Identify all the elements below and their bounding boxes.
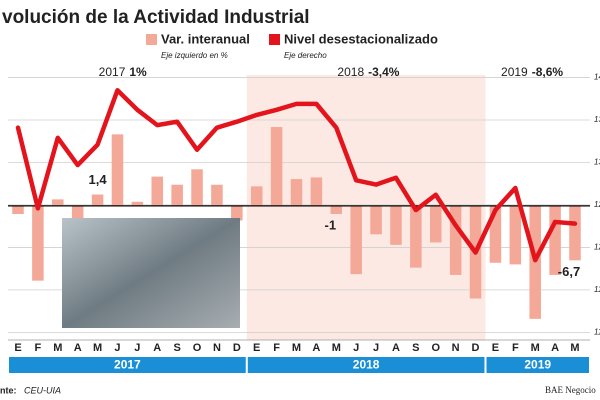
- legend-note: Eje derecho: [284, 51, 327, 60]
- year-band: [486, 357, 589, 373]
- value-label: 1,4: [89, 172, 108, 187]
- x-tick-label: M: [332, 342, 341, 354]
- y2-tick-label: 11: [594, 327, 600, 336]
- bar: [52, 199, 64, 206]
- x-tick-label: M: [531, 342, 540, 354]
- year-change: -3,4%: [368, 65, 400, 79]
- year-change: 1%: [129, 65, 147, 79]
- year-header: 2019: [501, 65, 528, 79]
- x-tick-label: E: [492, 342, 499, 354]
- bar: [270, 127, 283, 206]
- bar: [290, 179, 303, 206]
- legend-label: Nivel desestacionalizado: [284, 31, 438, 46]
- x-tick-label: O: [193, 342, 202, 354]
- bar: [250, 186, 263, 206]
- x-tick-label: A: [312, 342, 320, 354]
- legend-note: Eje izquierdo en %: [161, 51, 228, 60]
- legend-swatch-bars: [146, 34, 157, 45]
- year-label: 2017: [114, 358, 141, 372]
- bar: [390, 205, 402, 245]
- x-tick-label: J: [353, 342, 359, 354]
- year-band: [247, 357, 485, 373]
- x-tick-label: D: [233, 342, 241, 354]
- x-tick-label: F: [273, 342, 280, 354]
- year-header: 2018: [337, 65, 364, 79]
- x-tick-label: E: [14, 342, 21, 354]
- chart-title: volución de la Actividad Industrial: [2, 7, 310, 28]
- bar: [330, 205, 343, 215]
- x-tick-label: M: [292, 342, 301, 354]
- foreground-layer: 201720171%20182018-3,4%20192019-8,6%1413…: [14, 65, 600, 372]
- source: CEU-UIA: [24, 385, 61, 395]
- x-tick-label: N: [452, 342, 460, 354]
- line: [15, 88, 578, 263]
- x-tick-label: J: [114, 342, 120, 354]
- x-tick-label: F: [35, 342, 42, 354]
- bar: [549, 205, 561, 275]
- bar: [211, 184, 223, 206]
- y2-tick-label: 12: [594, 243, 600, 252]
- y2-tick-label: 14: [594, 73, 600, 82]
- bar: [32, 205, 44, 281]
- x-tick-label: N: [213, 342, 221, 354]
- x-tick-label: E: [253, 342, 260, 354]
- bar: [350, 205, 362, 275]
- x-tick-label: A: [392, 342, 400, 354]
- bar: [370, 205, 382, 235]
- year-header: 2017: [99, 65, 126, 79]
- bar: [509, 205, 522, 265]
- bar: [310, 177, 323, 206]
- x-tick-label: D: [472, 342, 480, 354]
- x-tick-label: O: [431, 342, 440, 354]
- x-tick-label: F: [512, 342, 519, 354]
- y2-tick-label: 12: [594, 200, 600, 209]
- y2-tick-label: 13: [594, 115, 600, 124]
- x-tick-label: A: [74, 342, 82, 354]
- photo: [62, 218, 240, 328]
- bar: [171, 184, 183, 206]
- y2-tick-label: 13: [594, 158, 600, 167]
- bar: [231, 205, 243, 221]
- x-tick-label: M: [93, 342, 102, 354]
- x-tick-label: A: [551, 342, 559, 354]
- x-tick-label: J: [373, 342, 379, 354]
- year-label: 2019: [524, 358, 551, 372]
- bar: [71, 205, 84, 219]
- x-tick-label: A: [153, 342, 161, 354]
- x-tick-label: J: [134, 342, 140, 354]
- year-label: 2018: [353, 358, 380, 372]
- bar: [449, 205, 462, 275]
- x-tick-label: M: [570, 342, 579, 354]
- value-label: -1: [325, 217, 337, 232]
- value-label: -6,7: [558, 264, 580, 279]
- bar: [191, 169, 203, 206]
- source-label: nte:: [0, 385, 17, 395]
- x-tick-label: S: [173, 342, 180, 354]
- x-tick-label: S: [412, 342, 419, 354]
- bar: [111, 134, 124, 206]
- bar: [569, 205, 581, 261]
- year-band: [9, 357, 246, 373]
- legend-swatch-line: [269, 34, 280, 45]
- bar: [410, 205, 422, 268]
- bar: [151, 176, 164, 206]
- credit: BAE Negocio: [545, 385, 596, 395]
- x-tick-label: M: [53, 342, 62, 354]
- bar: [91, 194, 104, 206]
- year-change: -8,6%: [532, 65, 564, 79]
- bar: [489, 205, 502, 263]
- bar: [12, 205, 24, 215]
- legend-label: Var. interanual: [161, 31, 250, 46]
- y2-tick-label: 11: [594, 285, 600, 294]
- bar: [131, 201, 144, 206]
- bar: [429, 205, 442, 243]
- shaded-period: [246, 75, 486, 340]
